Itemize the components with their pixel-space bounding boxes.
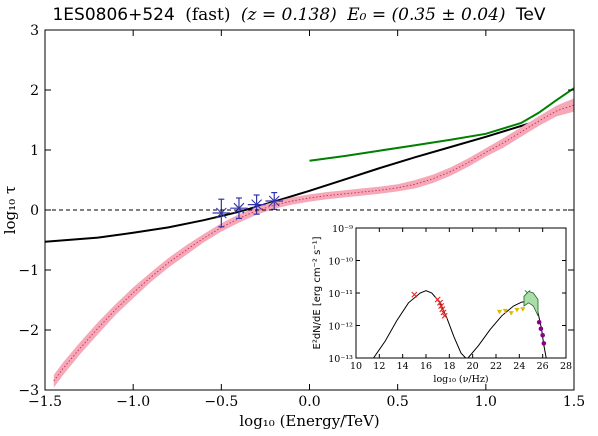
data-point [536, 319, 542, 325]
marker-circle [540, 332, 545, 338]
inset-y-tick-label: 10⁻¹² [328, 322, 353, 333]
series-line [373, 290, 467, 358]
inset-background [356, 228, 566, 358]
inset-y-tick-label: 10⁻¹¹ [328, 289, 353, 300]
data-point [439, 306, 446, 313]
data-point [440, 309, 447, 316]
marker-triangle [502, 308, 508, 314]
y-tick-label: 3 [30, 23, 39, 39]
data-point [411, 291, 418, 298]
inset-x-tick-label: 24 [513, 361, 525, 372]
series-line [45, 108, 574, 243]
title-energy: E₀ = (0.35 ± 0.04) [346, 5, 505, 25]
data-point [508, 311, 514, 316]
data-point [437, 299, 443, 306]
x-tick-label: 0.5 [387, 394, 409, 410]
title-mode: (fast) [185, 5, 230, 25]
y-tick-label: −1 [18, 263, 39, 279]
inset-y-tick-label: 10⁻¹³ [328, 354, 353, 365]
x-tick-label: −1.5 [28, 394, 62, 410]
inset-x-tick-label: 20 [467, 361, 479, 372]
series-line [309, 87, 574, 162]
inset-x-tick-label: 10 [350, 361, 362, 372]
x-axis-label: log₁₀ (Energy/TeV) [239, 412, 379, 430]
inset-y-axis-label: E²dN/dE [erg cm⁻² s⁻¹] [312, 236, 323, 349]
marker-triangle [508, 311, 514, 316]
x-tick-label: 1.0 [475, 394, 497, 410]
inset-x-tick-label: 12 [373, 361, 385, 372]
marker-x [434, 296, 441, 303]
inset-plot: 10 12 14 16 18 20 22 24 26 28 10⁻¹³ 10⁻¹² 10⁻¹¹ 10⁻¹⁰… [312, 224, 572, 385]
marker-triangle [496, 309, 503, 315]
marker-x [438, 303, 445, 309]
marker-triangle [514, 307, 520, 313]
data-point [502, 308, 508, 314]
y-tick-label: 1 [30, 143, 39, 159]
inset-x-tick-label: 18 [443, 361, 455, 372]
marker-x [233, 202, 245, 214]
inset-x-tick-label: 26 [537, 361, 549, 372]
data-point [434, 296, 441, 303]
data-point [230, 197, 248, 219]
marker-x [439, 306, 446, 313]
y-tick-label: −2 [18, 323, 39, 339]
inset-x-tick-label: 22 [490, 361, 502, 372]
marker-x [268, 195, 280, 207]
data-point [520, 307, 526, 312]
data-point [441, 312, 448, 319]
inset-x-tick-label: 28 [560, 361, 572, 372]
inset-y-tick-label: 10⁻⁹ [332, 224, 353, 235]
marker-x [440, 309, 447, 316]
marker-x [437, 299, 443, 306]
marker-circle [538, 326, 544, 332]
title: 1ES0806+524 (fast) (z = 0.138) E₀ = (0.3… [52, 5, 545, 25]
marker-circle [536, 319, 542, 325]
data-point [496, 309, 503, 315]
marker-x [411, 291, 418, 298]
x-tick-label: −1.0 [116, 394, 150, 410]
series-band [53, 98, 574, 388]
marker-x [251, 199, 262, 210]
data-point [438, 303, 445, 309]
title-unit: TeV [515, 5, 546, 25]
title-redshift: (z = 0.138) [241, 5, 337, 25]
data-point [212, 198, 231, 228]
inset-x-tick-label: 16 [420, 361, 432, 372]
y-tick-label: 0 [30, 203, 39, 219]
marker-circle [541, 341, 547, 346]
data-point [541, 341, 547, 346]
data-point [247, 194, 266, 215]
data-point [265, 192, 284, 210]
y-tick-label: 2 [30, 83, 39, 99]
svg-text:1ES0806+524 (fast): 1ES0806+524 (fast) (z = 0.138) E₀ = (0.3… [52, 5, 545, 25]
marker-x [215, 207, 227, 219]
inset-x-tick-label: 14 [397, 361, 409, 372]
marker-triangle [520, 307, 526, 312]
data-point [540, 332, 545, 338]
inset-x-axis-label: log₁₀ (ν/Hz) [433, 374, 488, 385]
x-tick-label: −0.5 [204, 394, 238, 410]
y-axis-label: log₁₀ τ [1, 186, 19, 235]
y-tick-label: −3 [18, 383, 39, 399]
series-band [523, 290, 539, 316]
marker-x [441, 312, 448, 319]
data-point [538, 326, 544, 332]
x-tick-label: 1.5 [563, 394, 585, 410]
title-source: 1ES0806+524 [52, 5, 174, 25]
data-point [514, 307, 520, 313]
main-plot: −1.5 −1.0 −0.5 0.0 0.5 1.0 1.5−3−2−10123log₁₀ … [1, 23, 585, 430]
inset-y-tick-label: 10⁻¹⁰ [328, 257, 353, 268]
x-tick-label: 0.0 [298, 394, 320, 410]
series-band-median [53, 104, 574, 382]
